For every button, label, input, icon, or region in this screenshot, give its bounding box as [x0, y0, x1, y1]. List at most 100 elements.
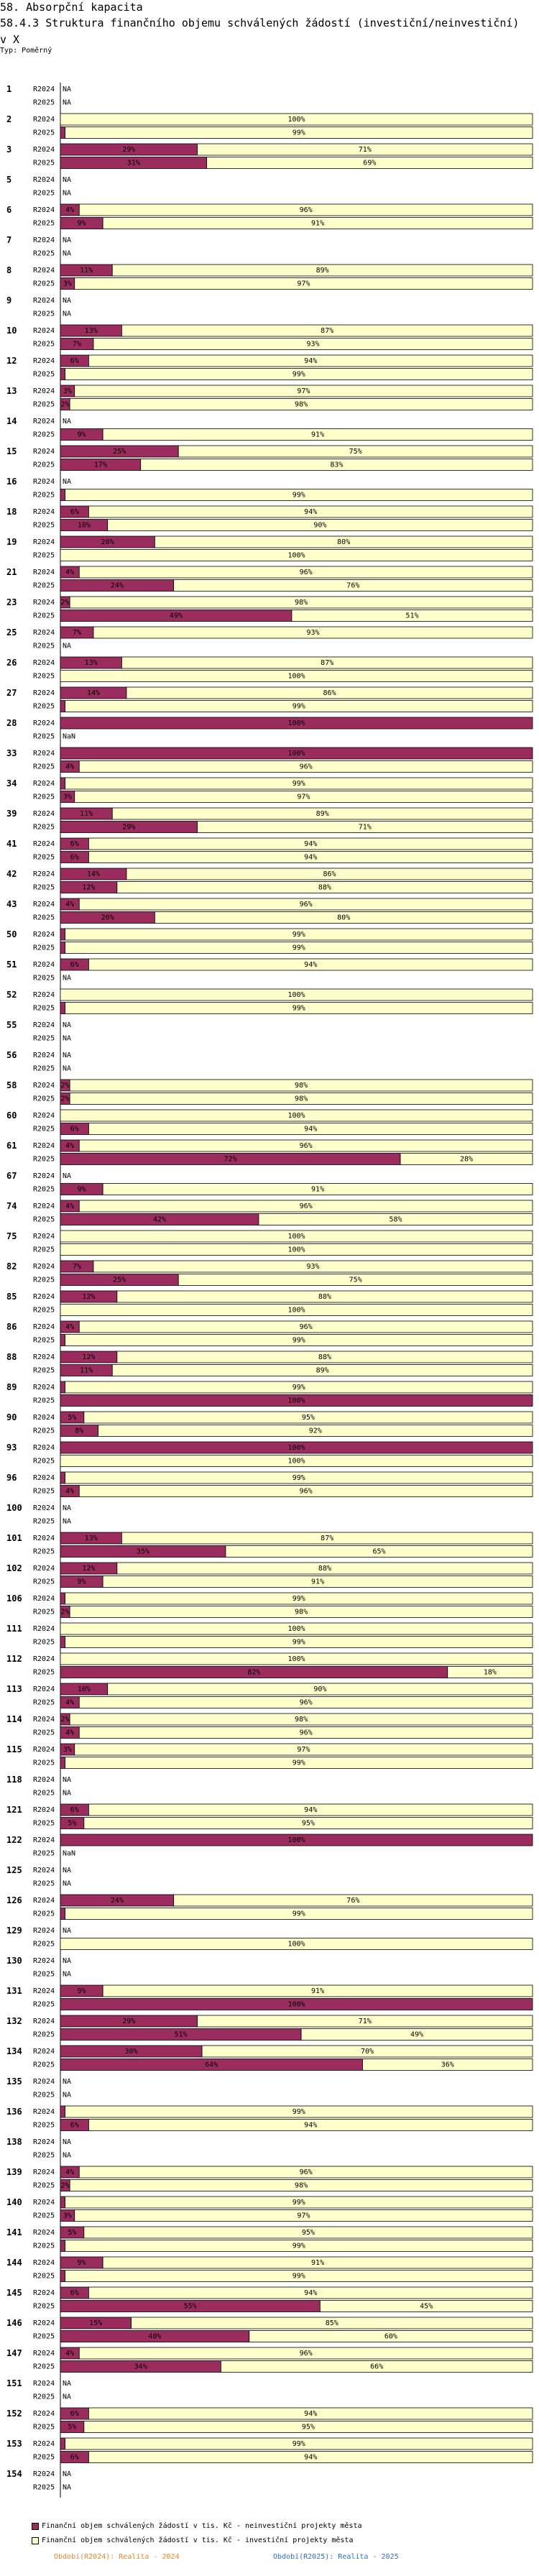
- bar-invest: [116, 881, 533, 893]
- period-label: R2024: [33, 2168, 55, 2176]
- period-label: R2024: [33, 1685, 55, 1693]
- period-label: R2024: [33, 1716, 55, 1724]
- period-label: R2024: [33, 2440, 55, 2448]
- bar-invest: [60, 988, 533, 1001]
- data-label-invest: 69%: [363, 160, 376, 167]
- group-label: 147: [6, 2348, 22, 2358]
- data-label-invest: 99%: [292, 371, 305, 379]
- period-label: R2024: [33, 1384, 55, 1392]
- period-label: R2025: [33, 1337, 55, 1345]
- period-label: R2024: [33, 1806, 55, 1814]
- data-label-noninvest: 4%: [65, 1142, 74, 1150]
- data-label-noninvest: 29%: [122, 824, 135, 832]
- group-label: 61: [6, 1141, 17, 1151]
- data-label-noninvest: 6%: [70, 2289, 79, 2297]
- data-label-noninvest: 17%: [94, 461, 107, 469]
- data-label-invest: 100%: [287, 1458, 305, 1466]
- data-label-invest: 99%: [292, 780, 305, 788]
- period-label: R2024: [33, 659, 55, 667]
- period-label: R2025: [33, 1488, 55, 1496]
- data-label-invest: 36%: [441, 2061, 454, 2069]
- data-label-invest: 99%: [292, 2242, 305, 2250]
- bar-invest: [65, 1334, 533, 1346]
- period-label: R2024: [33, 1535, 55, 1542]
- data-label-invest: 99%: [292, 2273, 305, 2281]
- na-label: NA: [63, 1971, 71, 1979]
- data-label-invest: 18%: [484, 1669, 497, 1677]
- na-label: NA: [63, 1172, 71, 1180]
- data-label-noninvest: 30%: [125, 2048, 138, 2056]
- bar-invest: [78, 566, 533, 579]
- group-label: 111: [6, 1624, 22, 1634]
- data-label-noninvest: 5%: [68, 2229, 76, 2237]
- group-label: 151: [6, 2378, 22, 2388]
- data-label-invest: 99%: [292, 1337, 305, 1345]
- period-label: R2025: [33, 1156, 55, 1164]
- data-label-invest: 99%: [292, 1639, 305, 1647]
- period-label: R2025: [33, 944, 55, 952]
- legend-swatch-invest: [32, 2537, 39, 2544]
- group-label: 114: [6, 1714, 22, 1724]
- bar-invest: [65, 1757, 533, 1769]
- bar-invest: [78, 2166, 533, 2179]
- bar-invest: [88, 505, 533, 518]
- period-label: R2025: [33, 1005, 55, 1013]
- period-label: R2024: [33, 206, 55, 214]
- bar-invest: [98, 1425, 533, 1437]
- group-label: 153: [6, 2439, 22, 2449]
- data-label-noninvest: 9%: [78, 1578, 86, 1586]
- bar-invest: [65, 1002, 533, 1014]
- period-label: R2025: [33, 2122, 55, 2130]
- bar-invest: [116, 1562, 533, 1575]
- group-label: 115: [6, 1744, 22, 1754]
- na-label: NA: [63, 1504, 71, 1512]
- data-label-invest: 93%: [306, 341, 319, 349]
- bar-invest: [319, 2300, 533, 2312]
- data-label-invest: 100%: [287, 552, 305, 560]
- data-label-noninvest: 2%: [61, 2182, 70, 2190]
- bar-invest: [65, 942, 533, 954]
- group-label: 34: [6, 778, 17, 788]
- data-label-noninvest: 11%: [80, 1367, 93, 1375]
- period-label: R2025: [33, 1760, 55, 1767]
- data-label-invest: 96%: [300, 1729, 313, 1737]
- data-label-noninvest: 4%: [65, 1202, 74, 1210]
- bar-noninvest: [60, 700, 65, 712]
- bar-invest: [102, 1183, 533, 1195]
- group-label: 131: [6, 1986, 22, 1996]
- data-label-invest: 87%: [321, 659, 333, 667]
- data-label-noninvest: 9%: [78, 220, 86, 228]
- period-label: R2025: [33, 2333, 55, 2341]
- period-label: R2024: [33, 418, 55, 426]
- na-label: NA: [63, 1035, 71, 1043]
- period-label: R2025: [33, 1367, 55, 1375]
- group-label: 21: [6, 567, 17, 577]
- group-label: 10: [6, 326, 17, 336]
- group-label: 102: [6, 1563, 22, 1573]
- bar-invest: [93, 1260, 533, 1273]
- bar-invest: [65, 2105, 533, 2118]
- data-label-noninvest: 64%: [205, 2061, 218, 2069]
- data-label-noninvest: 9%: [78, 1987, 86, 1995]
- data-label-invest: 75%: [349, 448, 362, 456]
- data-label-invest: 100%: [287, 991, 305, 999]
- data-label-noninvest: 4%: [65, 2350, 74, 2358]
- bar-invest: [78, 1726, 533, 1739]
- period-label: R2025: [33, 1548, 55, 1556]
- period-label: R2025: [33, 522, 55, 530]
- data-label-noninvest: 72%: [224, 1156, 236, 1164]
- period-label: R2024: [33, 1142, 55, 1150]
- legend-noninvest-label: Finanční objem schválených žádostí v tis…: [42, 2522, 362, 2530]
- group-label: 9: [6, 295, 11, 305]
- data-label-noninvest: 35%: [137, 1548, 149, 1556]
- group-label: 100: [6, 1503, 22, 1513]
- group-label: 154: [6, 2469, 22, 2479]
- group-label: 23: [6, 597, 17, 607]
- data-label-invest: 100%: [287, 1246, 305, 1254]
- bar-invest: [69, 1092, 533, 1105]
- data-label-invest: 91%: [311, 2259, 324, 2267]
- period-label: R2025: [33, 1699, 55, 1707]
- data-label-invest: 96%: [300, 763, 313, 771]
- group-label: 2: [6, 114, 11, 124]
- data-label-noninvest: 2%: [61, 1082, 70, 1090]
